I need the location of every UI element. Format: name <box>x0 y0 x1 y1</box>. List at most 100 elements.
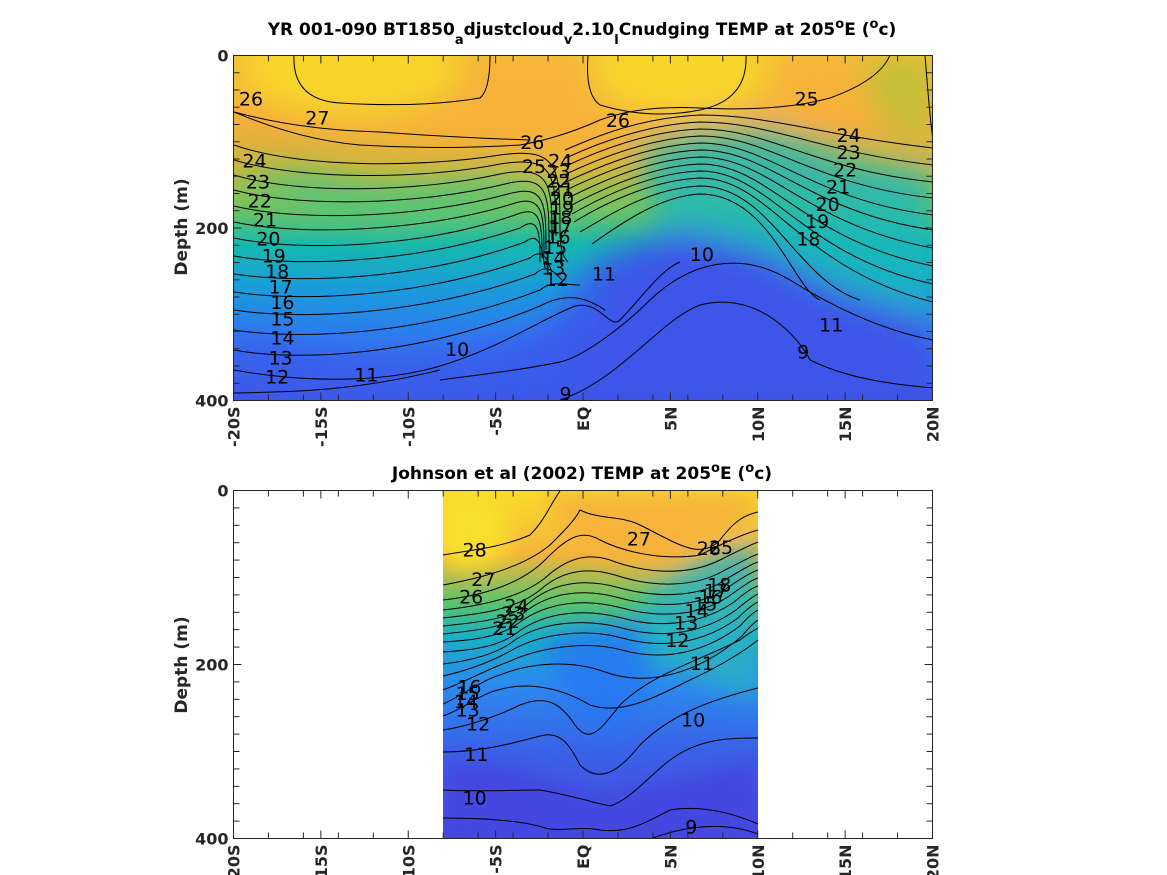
y-tick-labels-bottom: 0 200 400 <box>195 482 228 849</box>
contour-label: 18 <box>548 207 572 229</box>
contour-label: 24 <box>548 151 572 173</box>
contour-label: 15 <box>456 683 480 705</box>
contour-label: 9 <box>685 816 697 838</box>
contour-label: 14 <box>541 247 565 269</box>
contour-label: 14 <box>684 601 708 623</box>
x-tick-label: -10S <box>399 407 418 447</box>
y-tick-label: 200 <box>195 219 228 238</box>
contour-label: 12 <box>665 630 689 652</box>
contour-label: 12 <box>466 714 490 736</box>
contour-label: 26 <box>520 132 544 154</box>
contour-lines-bottom <box>443 491 758 839</box>
contour-label: 9 <box>797 341 809 363</box>
contour-label: 25 <box>522 156 546 178</box>
contour-label: 18 <box>265 261 289 283</box>
contour-label: 11 <box>592 264 616 286</box>
contour-label: 20 <box>256 228 280 250</box>
y-axis-label-bottom: Depth (m) <box>172 616 192 713</box>
panel-bottom-title: Johnson et al (2002) TEMP at 205oE (oc) <box>391 461 772 484</box>
contour-label: 21 <box>826 177 850 199</box>
contour-label: 28 <box>463 540 487 562</box>
contour-label: 18 <box>707 574 731 596</box>
contour-label: 24 <box>242 151 266 173</box>
y-axis-label-top: Depth (m) <box>172 178 192 275</box>
panel-bottom: Johnson et al (2002) TEMP at 205oE (oc) <box>172 461 943 875</box>
contour-label: 13 <box>674 613 698 635</box>
contour-label: 25 <box>709 537 733 559</box>
x-tick-label: 20N <box>924 407 943 443</box>
contour-label: 21 <box>253 209 277 231</box>
contour-label: 26 <box>606 110 630 132</box>
contour-label: 12 <box>265 366 289 388</box>
contour-label: 13 <box>541 258 565 280</box>
contour-label: 15 <box>270 309 294 331</box>
x-tick-label: -5S <box>487 845 506 874</box>
contour-label: 16 <box>546 227 570 249</box>
contour-label: 15 <box>693 594 717 616</box>
contour-label: 24 <box>837 125 861 147</box>
x-tick-label: EQ <box>574 845 593 870</box>
x-tick-label: -20S <box>225 845 244 875</box>
contour-label: 12 <box>545 269 569 291</box>
x-tick-label: 5N <box>661 407 680 432</box>
contour-label: 23 <box>246 171 270 193</box>
x-tick-label: -15S <box>312 845 331 875</box>
y-tick-label: 0 <box>217 47 228 66</box>
contour-label: 19 <box>805 211 829 233</box>
panel-top: YR 001-090 BT1850adjustcloudv2.10lCnudgi… <box>172 17 943 447</box>
y-tick-label: 200 <box>195 656 228 675</box>
contour-label: 15 <box>543 237 567 259</box>
contour-label: 11 <box>819 315 843 337</box>
contour-label: 22 <box>496 611 520 633</box>
contour-label: 14 <box>454 691 478 713</box>
x-tick-label: -15S <box>312 407 331 447</box>
x-tick-label: 20N <box>924 845 943 875</box>
x-tick-labels-bottom: -20S -15S -10S -5S EQ 5N 10N 15N 20N <box>225 845 943 875</box>
contour-label: 16 <box>457 676 481 698</box>
y-tick-label: 400 <box>195 392 228 411</box>
contour-label: 23 <box>837 142 861 164</box>
contour-label: 13 <box>456 700 480 722</box>
contour-label: 20 <box>816 194 840 216</box>
contour-label: 27 <box>627 528 651 550</box>
contour-label: 24 <box>505 595 529 617</box>
y-tick-labels-top: 0 200 400 <box>195 47 228 411</box>
panel-top-title: YR 001-090 BT1850adjustcloudv2.10lCnudgi… <box>267 17 897 48</box>
contour-label: 10 <box>463 788 487 810</box>
contour-label: 10 <box>690 244 714 266</box>
contour-label: 20 <box>550 188 574 210</box>
contour-label: 18 <box>796 228 820 250</box>
y-tick-label: 0 <box>217 482 228 501</box>
contour-label: 26 <box>239 89 263 111</box>
contour-label: 27 <box>305 108 329 130</box>
contour-label: 17 <box>269 277 293 299</box>
contour-label: 17 <box>704 581 728 603</box>
y-tick-label: 400 <box>195 830 228 849</box>
x-tick-label: -5S <box>487 407 506 436</box>
temperature-field-bottom <box>443 491 758 839</box>
x-tick-labels-top: -20S -15S -10S -5S EQ 5N 10N 15N 20N <box>225 407 943 447</box>
contour-label: 16 <box>698 587 722 609</box>
contour-label: 25 <box>795 89 819 111</box>
contour-label: 11 <box>464 744 488 766</box>
contour-label: 13 <box>269 347 293 369</box>
contour-label: 23 <box>501 603 525 625</box>
contour-label: 22 <box>546 171 570 193</box>
contour-label: 26 <box>697 538 721 560</box>
contour-label: 26 <box>459 587 483 609</box>
x-tick-label: 15N <box>836 407 855 443</box>
contour-label: 21 <box>492 618 516 640</box>
x-tick-label: EQ <box>574 407 593 432</box>
x-tick-label: 10N <box>749 407 768 443</box>
ticks-bottom <box>233 490 933 839</box>
contour-label: 17 <box>548 216 572 238</box>
contour-label: 14 <box>270 328 294 350</box>
contour-label: 27 <box>471 569 495 591</box>
x-tick-label: -20S <box>225 407 244 447</box>
contour-label: 22 <box>833 159 857 181</box>
x-tick-label: 10N <box>749 845 768 875</box>
contour-label: 16 <box>270 292 294 314</box>
x-tick-label: -10S <box>399 845 418 875</box>
